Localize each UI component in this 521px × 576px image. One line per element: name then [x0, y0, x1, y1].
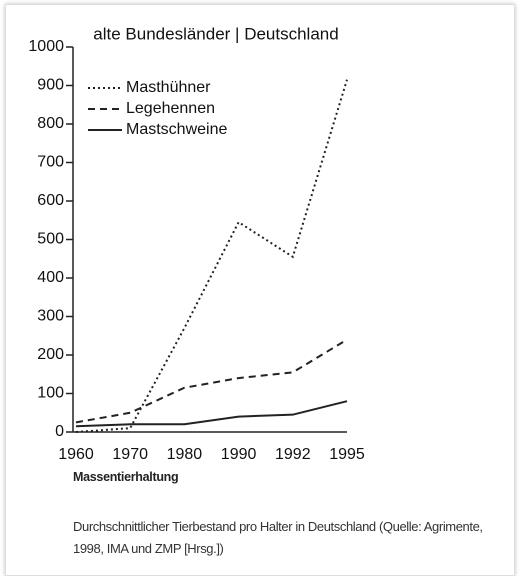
- y-tick-label: 600: [37, 192, 64, 209]
- y-tick-label: 200: [37, 346, 64, 363]
- x-tick-label: 1970: [112, 446, 148, 463]
- x-tick-label: 1990: [221, 446, 257, 463]
- legend-label: Masthühner: [126, 79, 211, 96]
- x-tick-label: 1980: [167, 446, 203, 463]
- y-tick-label: 300: [37, 308, 64, 325]
- legend-label: Legehennen: [126, 100, 215, 117]
- y-tick-label: 700: [37, 154, 64, 171]
- chart-title: alte Bundesländer | Deutschland: [93, 24, 338, 43]
- y-tick-label: 500: [37, 231, 64, 248]
- legend-label: Mastschweine: [126, 121, 227, 138]
- chart: alte Bundesländer | Deutschland 0 100 200 3…: [28, 24, 365, 463]
- x-tick-label: 1995: [329, 446, 365, 463]
- y-tick-label: 100: [37, 385, 64, 402]
- y-tick-label: 900: [37, 77, 64, 94]
- line-series: [75, 338, 348, 424]
- line-series: [75, 400, 348, 428]
- page: alte Bundesländer | Deutschland 0 100 200 3…: [5, 4, 515, 576]
- y-tick-label: 400: [37, 269, 64, 286]
- y-tick-label: 1000: [28, 38, 64, 55]
- line-series: [75, 79, 348, 433]
- y-tick-label: 0: [55, 423, 64, 440]
- x-tick-label: 1992: [275, 446, 311, 463]
- card: [5, 4, 515, 576]
- y-tick-label: 800: [37, 115, 64, 132]
- caption: Durchschnittlicher Tierbestand pro Halte…: [73, 519, 483, 556]
- figure-label: Massentierhaltung: [73, 470, 179, 484]
- x-tick-label: 1960: [58, 446, 94, 463]
